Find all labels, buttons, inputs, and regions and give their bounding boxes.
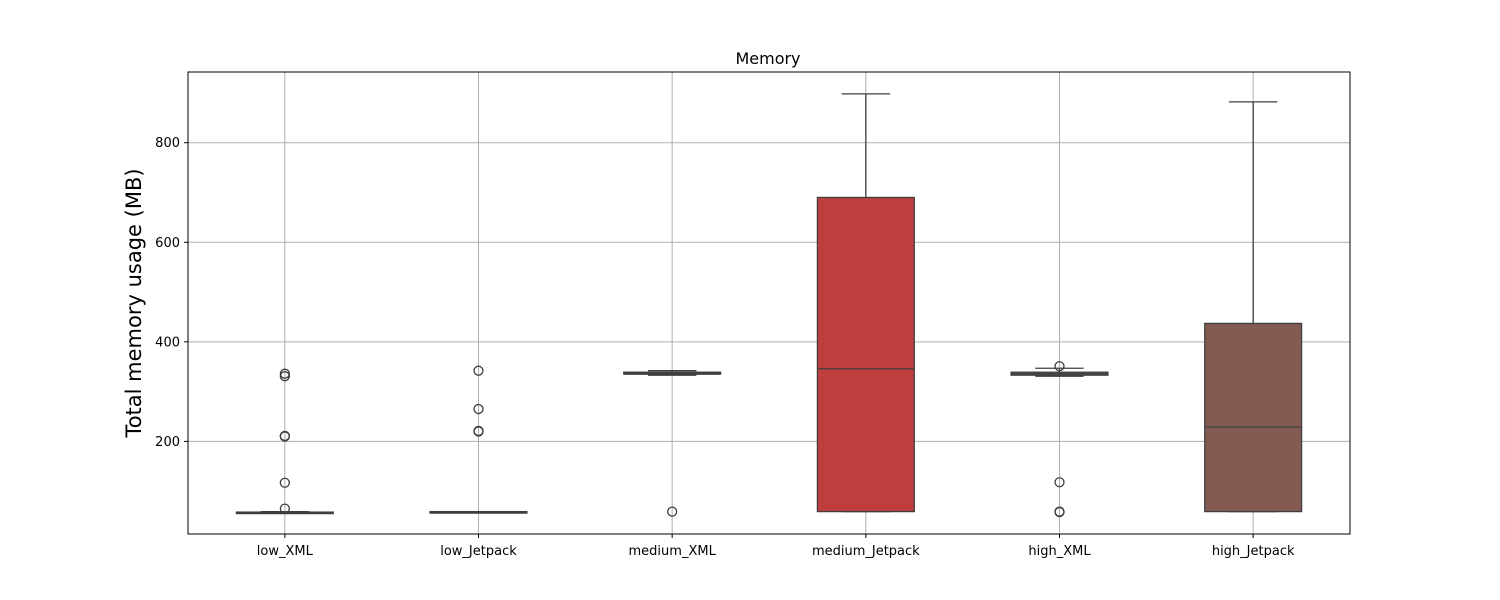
outlier-point bbox=[473, 403, 484, 415]
y-tick-label: 600 bbox=[155, 236, 180, 251]
tick-layer: 200 400 600 800 low_XML low_Jetpack medium_XML… bbox=[155, 136, 1295, 559]
outlier-point bbox=[1054, 506, 1065, 518]
y-tick-label: 800 bbox=[155, 136, 180, 151]
y-tick-label: 200 bbox=[155, 435, 180, 450]
outlier-point bbox=[1054, 477, 1065, 488]
x-tick-label: low_XML bbox=[257, 544, 314, 559]
plot-frame bbox=[187, 71, 1351, 535]
x-tick-label: high_XML bbox=[1028, 544, 1091, 559]
outlier-point bbox=[1054, 361, 1065, 372]
chart-title: Memory bbox=[735, 49, 800, 68]
box-body bbox=[816, 196, 915, 513]
x-tick-label: high_Jetpack bbox=[1212, 544, 1295, 559]
outlier-point bbox=[279, 371, 290, 382]
box-layer bbox=[235, 93, 1303, 518]
grid-layer bbox=[188, 72, 1350, 534]
x-tick-label: medium_XML bbox=[629, 544, 717, 559]
outlier-point bbox=[473, 426, 484, 437]
x-tick-label: low_Jetpack bbox=[440, 544, 517, 559]
outlier-point bbox=[473, 365, 484, 376]
x-tick-label: medium_Jetpack bbox=[812, 544, 920, 559]
outlier-point bbox=[279, 431, 290, 442]
outlier-point bbox=[279, 503, 290, 514]
y-tick-label: 400 bbox=[155, 335, 180, 350]
y-axis-label: Total memory usage (MB) bbox=[122, 168, 146, 438]
box-body bbox=[1204, 322, 1303, 513]
outlier-point bbox=[279, 477, 290, 488]
outlier-point bbox=[667, 506, 678, 517]
